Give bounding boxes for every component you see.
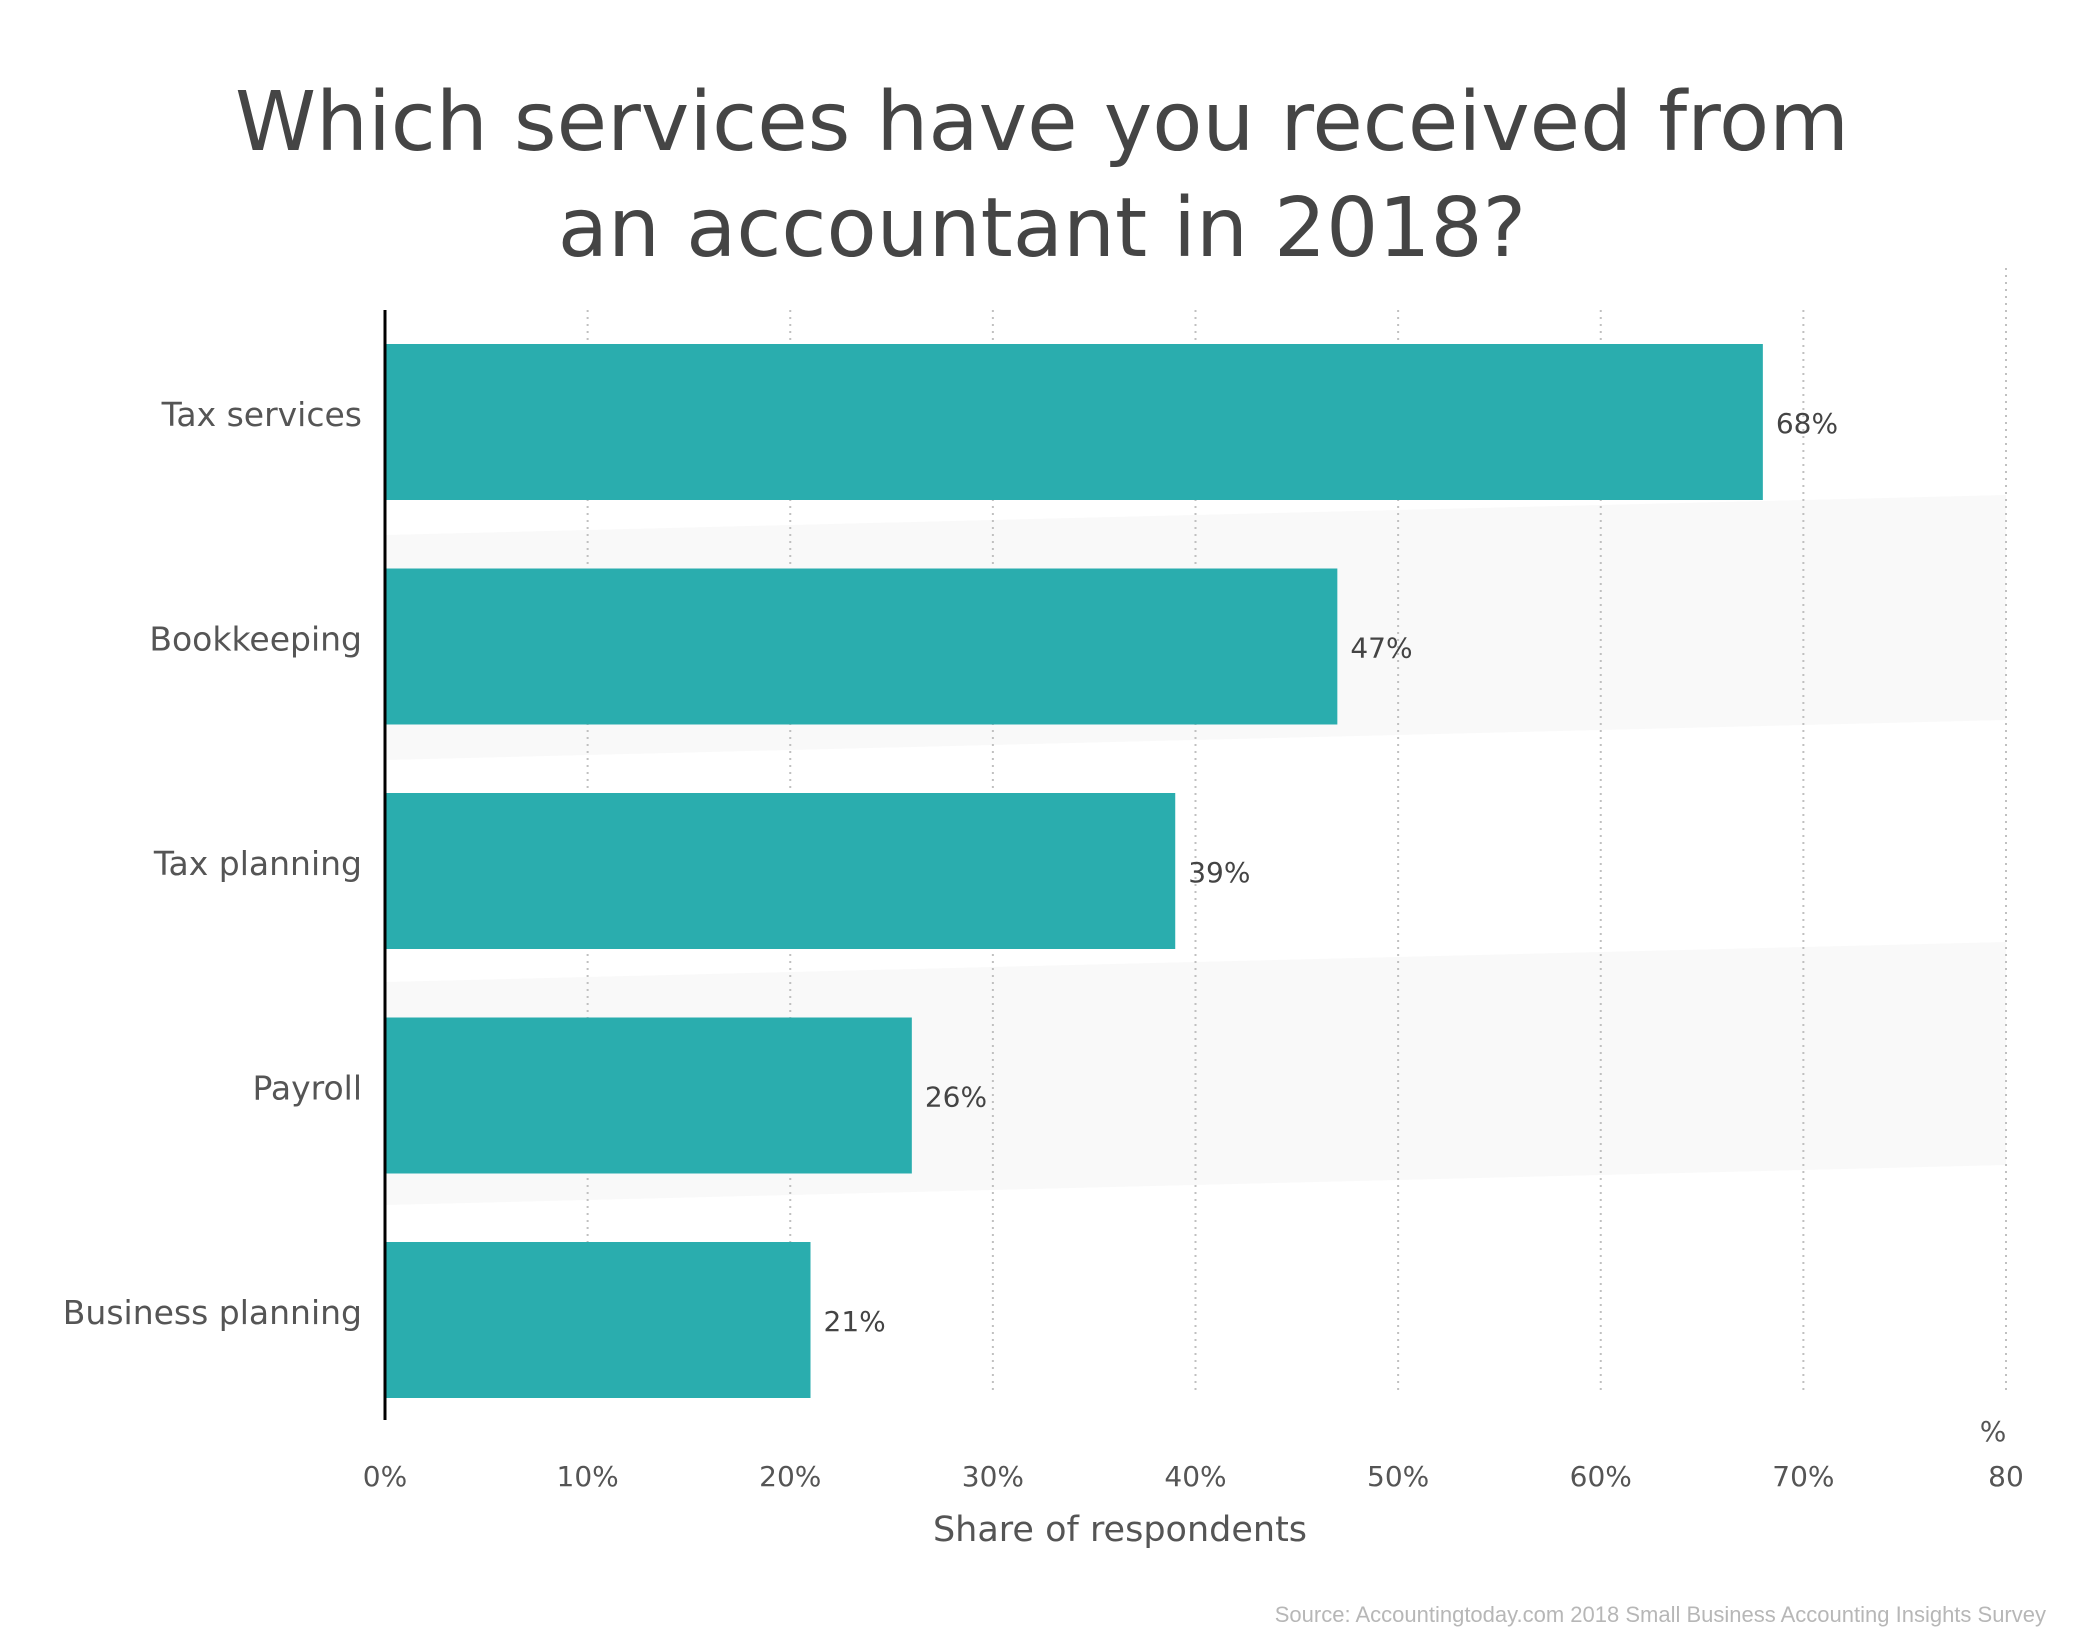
x-tick-label: 20% xyxy=(759,1460,821,1493)
x-unit-label: % xyxy=(1980,1415,2007,1448)
x-tick-label: 30% xyxy=(962,1460,1024,1493)
bar xyxy=(385,568,1338,725)
data-label: 68% xyxy=(1776,407,1838,440)
x-tick-label: 10% xyxy=(557,1460,619,1493)
source-note: Source: Accountingtoday.com 2018 Small B… xyxy=(1274,1602,2046,1627)
chart-title: Which services have you received from an… xyxy=(0,70,2084,282)
x-tick-label: 50% xyxy=(1367,1460,1429,1493)
bar xyxy=(385,793,1176,949)
x-tick-labels: 0% 10% 20% 30% 40% 50% 60% 70% 80 xyxy=(363,1460,2024,1493)
x-tick-label: 0% xyxy=(363,1460,407,1493)
x-tick-label: 40% xyxy=(1164,1460,1226,1493)
bar xyxy=(385,1242,811,1398)
bars xyxy=(385,344,1763,1398)
bar xyxy=(385,1017,912,1174)
x-tick-label: 80 xyxy=(1988,1460,2024,1493)
category-label: Bookkeeping xyxy=(149,620,362,659)
category-label: Payroll xyxy=(252,1069,362,1108)
category-label: Tax services xyxy=(161,395,362,434)
x-axis-title: Share of respondents xyxy=(933,1510,1307,1550)
data-label: 26% xyxy=(925,1081,987,1114)
data-label: 21% xyxy=(824,1305,886,1338)
bar xyxy=(385,344,1763,500)
chart-title-line-1: Which services have you received from xyxy=(234,75,1850,170)
x-tick-label: 60% xyxy=(1570,1460,1632,1493)
data-label: 39% xyxy=(1188,856,1250,889)
data-label: 47% xyxy=(1350,632,1412,665)
category-labels: Tax services Bookkeeping Tax planning Payro… xyxy=(63,395,362,1332)
x-tick-label: 70% xyxy=(1772,1460,1834,1493)
category-label: Business planning xyxy=(63,1293,362,1332)
data-labels: 68% 47% 39% 26% 21% xyxy=(824,407,1839,1338)
chart-title-line-2: an accountant in 2018? xyxy=(557,181,1527,276)
category-label: Tax planning xyxy=(153,844,362,883)
